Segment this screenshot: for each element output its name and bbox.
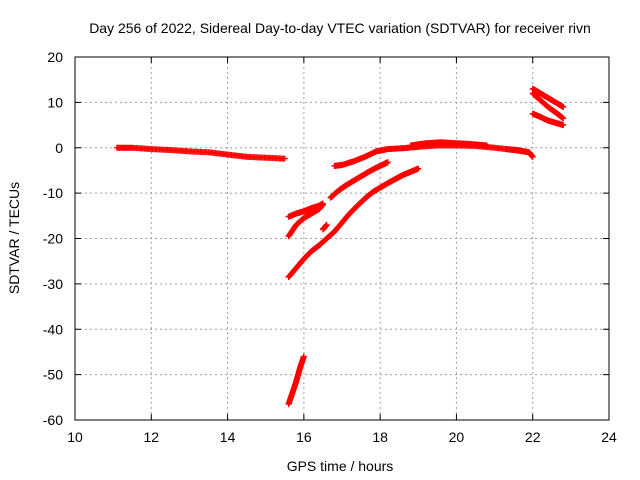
axis-ticks: 10 12 14 16 18 20 22 24 -60 -50 -40 -30 -20 -10 0 10 20 [43, 49, 617, 445]
data-points [113, 85, 567, 408]
y-tick-label: 10 [47, 94, 63, 110]
data-point [483, 142, 490, 149]
series-arc-4 [285, 200, 326, 220]
series-arc-6 [327, 159, 391, 201]
y-tick-label: -20 [43, 231, 63, 247]
series-arc-13 [529, 110, 567, 129]
x-tick-label: 20 [449, 429, 465, 445]
grid-layer [75, 57, 609, 420]
series-arc-5 [319, 221, 330, 233]
data-point [529, 153, 536, 160]
data-point [300, 353, 307, 360]
y-axis-label: SDTVAR / TECUs [6, 182, 22, 294]
x-axis-label: GPS time / hours [287, 458, 394, 474]
y-tick-label: -10 [43, 185, 63, 201]
x-tick-label: 12 [143, 429, 159, 445]
y-tick-label: -30 [43, 276, 63, 292]
series-arc-1 [113, 144, 288, 162]
data-point [384, 159, 391, 166]
y-tick-label: 20 [47, 49, 63, 65]
data-point [560, 115, 567, 122]
x-tick-label: 14 [220, 429, 236, 445]
y-tick-label: 0 [55, 140, 63, 156]
series-arc-11 [529, 85, 567, 110]
data-point [560, 103, 567, 110]
series-arc-2 [285, 165, 422, 281]
series-arc-7 [285, 353, 307, 408]
y-tick-label: -60 [43, 412, 63, 428]
series-arc-9 [407, 139, 490, 149]
x-tick-label: 22 [525, 429, 541, 445]
x-tick-label: 10 [67, 429, 83, 445]
data-point [319, 200, 326, 207]
y-tick-label: -40 [43, 321, 63, 337]
series-arc-10 [503, 146, 536, 160]
series-arc-12 [529, 90, 567, 122]
data-point [281, 155, 288, 162]
x-tick-label: 18 [372, 429, 388, 445]
x-tick-label: 16 [296, 429, 312, 445]
data-point [323, 221, 330, 228]
y-tick-label: -50 [43, 367, 63, 383]
chart-title: Day 256 of 2022, Sidereal Day-to-day VTE… [89, 20, 591, 36]
series-arc-8 [331, 142, 532, 169]
data-point [560, 122, 567, 129]
x-tick-label: 24 [601, 429, 617, 445]
data-point [415, 165, 422, 172]
